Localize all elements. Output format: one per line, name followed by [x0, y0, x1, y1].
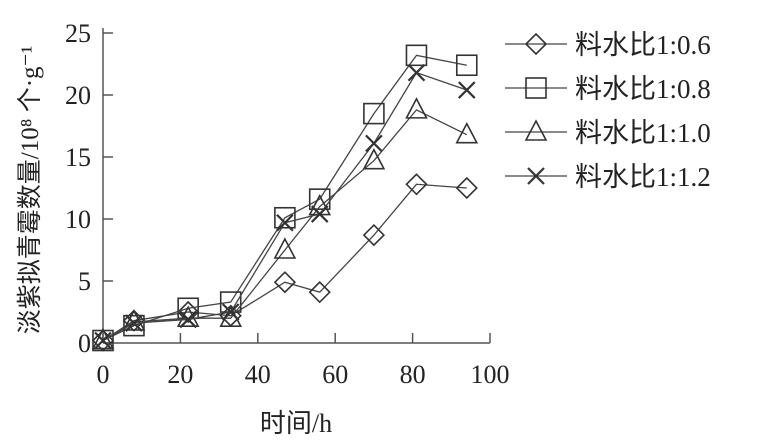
x-tick-label: 40 [245, 360, 271, 389]
diamond-marker [524, 32, 548, 56]
cross-marker [276, 213, 294, 232]
square-marker [405, 44, 428, 67]
cross-marker [221, 303, 240, 321]
legend-item: 料水比1:1.2 [505, 162, 711, 192]
diamond-marker [273, 271, 297, 294]
triangle-marker [122, 309, 146, 331]
y-tick-label: 15 [65, 143, 91, 172]
triangle-marker [362, 148, 386, 170]
diamond-marker [308, 281, 331, 304]
legend-item: 料水比1:1.0 [505, 118, 711, 148]
square-marker [274, 206, 296, 229]
diamond-marker [362, 223, 386, 247]
x-tick-label: 20 [167, 360, 193, 389]
triangle-marker [455, 121, 479, 144]
series-line [102, 109, 468, 342]
series-line [102, 183, 467, 342]
cross-marker [94, 331, 112, 350]
square-marker [123, 314, 145, 337]
x-tick-label: 80 [400, 360, 426, 389]
legend-label: 料水比1:0.6 [575, 30, 711, 60]
series-square [92, 44, 478, 352]
diamond-marker [177, 300, 200, 324]
cross-marker [407, 63, 426, 82]
square-marker [308, 188, 331, 210]
series-diamond [91, 173, 478, 352]
series-line [102, 71, 467, 342]
series-cross [94, 63, 476, 350]
triangle-marker [273, 237, 297, 259]
cross-marker [458, 81, 476, 99]
y-tick-label: 25 [65, 19, 91, 48]
triangle-marker [405, 97, 428, 119]
y-axis-label: 淡紫拟青霉数量/10⁸ 个·g⁻¹ [16, 46, 44, 334]
triangle-marker [176, 305, 200, 328]
cross-marker [179, 310, 197, 329]
series-line [102, 54, 467, 342]
legend-label: 料水比1:1.2 [575, 162, 711, 192]
triangle-marker [91, 327, 115, 350]
legend-label: 料水比1:1.0 [575, 118, 711, 148]
y-tick-label: 10 [65, 205, 91, 234]
legend-item: 料水比1:0.8 [505, 74, 711, 104]
cross-marker [527, 167, 545, 185]
legend-item: 料水比1:0.6 [505, 30, 711, 60]
cross-marker [365, 134, 383, 153]
x-tick-label: 100 [471, 360, 510, 389]
x-axis-label: 时间/h [260, 409, 332, 438]
y-tick-label: 0 [78, 329, 91, 358]
x-tick-label: 0 [97, 360, 110, 389]
y-tick-label: 5 [78, 267, 91, 296]
diamond-marker [455, 176, 478, 200]
cross-marker [125, 314, 143, 332]
square-marker [363, 102, 385, 125]
diamond-marker [405, 173, 428, 196]
square-marker [455, 54, 478, 77]
square-marker [525, 77, 547, 99]
x-tick-label: 60 [322, 360, 348, 389]
legend-label: 料水比1:0.8 [575, 74, 711, 104]
triangle-marker [524, 119, 548, 141]
cross-marker [310, 205, 329, 223]
y-tick-label: 20 [65, 81, 91, 110]
